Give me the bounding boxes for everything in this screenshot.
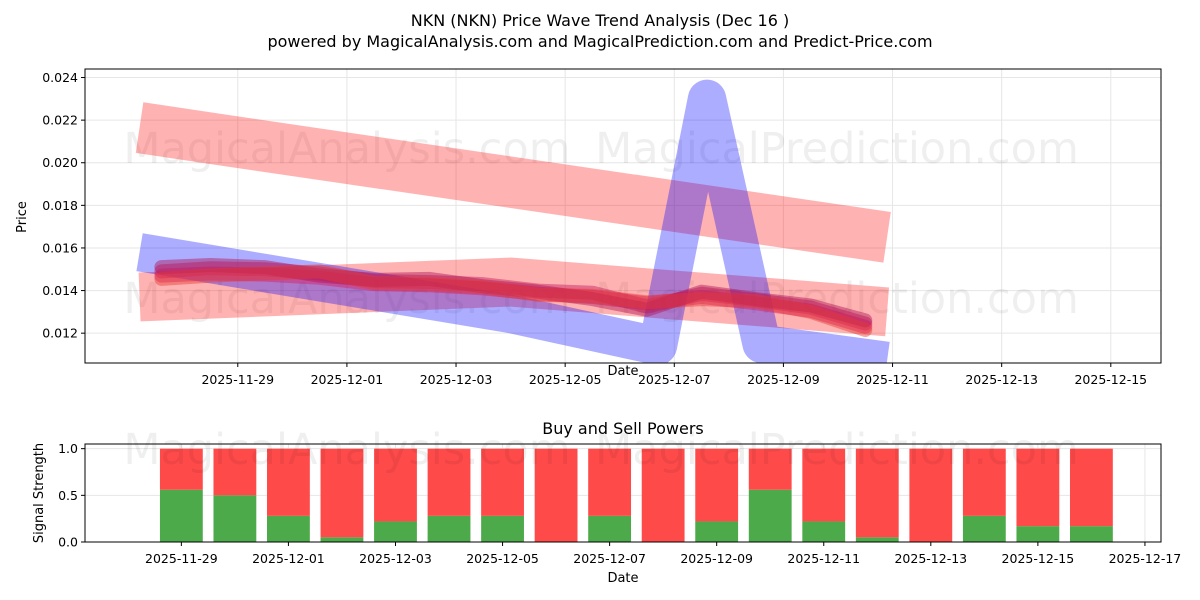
watermark-2: MagicalPrediction.com xyxy=(595,124,1079,174)
signal-x-tick-label: 2025-11-29 xyxy=(145,551,218,566)
price-y-axis-label: Price xyxy=(15,201,30,233)
sell-bar-2025-12-13 xyxy=(909,448,953,542)
watermark-4: MagicalPrediction.com xyxy=(595,274,1079,324)
price-x-tick-label: 2025-12-13 xyxy=(965,372,1038,387)
sell-bar-2025-12-10 xyxy=(748,448,792,490)
price-x-tick-label: 2025-12-09 xyxy=(747,372,820,387)
price-wave-line-4 xyxy=(154,264,873,337)
signal-y-axis-label: Signal Strength xyxy=(32,443,47,543)
price-x-tick-label: 2025-12-03 xyxy=(420,372,493,387)
sell-bar-2025-12-03 xyxy=(374,448,417,522)
signal-x-tick-label: 2025-12-09 xyxy=(680,551,753,566)
watermark-5: MagicalAnalysis.com xyxy=(123,425,570,475)
sell-bar-2025-11-30 xyxy=(213,448,257,496)
price-y-tick-label: 0.020 xyxy=(42,155,78,170)
buy-bar-2025-11-30 xyxy=(213,495,257,542)
sell-bar-2025-12-12 xyxy=(855,448,899,538)
price-bands xyxy=(135,79,891,363)
signal-x-tick-label: 2025-12-07 xyxy=(573,551,646,566)
signal-y-tick-label: 0.0 xyxy=(58,535,78,550)
price-x-tick-label: 2025-12-07 xyxy=(638,372,711,387)
buy-bar-2025-12-09 xyxy=(695,521,739,542)
price-y-tick-label: 0.024 xyxy=(42,70,78,85)
price-y-tick-label: 0.018 xyxy=(42,198,78,213)
main-chart-title: NKN (NKN) Price Wave Trend Analysis (Dec… xyxy=(411,11,790,30)
price-band-2 xyxy=(138,257,890,337)
watermark-6: MagicalPrediction.com xyxy=(595,425,1079,475)
price-y-tick-label: 0.012 xyxy=(42,326,78,341)
buy-bar-2025-12-12 xyxy=(855,537,899,542)
price-band-3 xyxy=(136,79,890,363)
price-plot-watermarks: MagicalAnalysis.com MagicalPrediction.co… xyxy=(123,124,1079,324)
buy-bar-2025-12-03 xyxy=(374,521,417,542)
watermark-1: MagicalAnalysis.com xyxy=(123,124,570,174)
buy-bar-2025-12-16 xyxy=(1069,526,1113,542)
signal-x-tick-label: 2025-12-01 xyxy=(252,551,325,566)
sell-bar-2025-12-04 xyxy=(427,448,471,516)
signal-y-tick-label: 0.5 xyxy=(58,488,78,503)
price-plot-frame xyxy=(84,68,1162,364)
sell-bar-2025-12-09 xyxy=(695,448,739,522)
buy-bar-2025-12-04 xyxy=(427,515,471,542)
sell-bar-2025-12-07 xyxy=(588,448,632,516)
price-x-tick-label: 2025-12-01 xyxy=(311,372,384,387)
buy-bar-2025-12-05 xyxy=(481,515,524,542)
price-plot-grid xyxy=(85,69,1161,363)
price-wave-line-2 xyxy=(154,266,873,334)
watermark-3: MagicalAnalysis.com xyxy=(123,274,570,324)
signal-x-tick-label: 2025-12-11 xyxy=(787,551,860,566)
signal-plot: Buy and Sell Powers MagicalAnalysis.com … xyxy=(32,419,1181,586)
sell-bar-2025-12-16 xyxy=(1069,448,1113,527)
sell-bar-2025-12-06 xyxy=(534,448,578,542)
sell-bar-2025-12-14 xyxy=(962,448,1006,516)
signal-plot-frame xyxy=(84,443,1162,543)
price-x-tick-label: 2025-12-15 xyxy=(1074,372,1147,387)
sell-bar-2025-12-08 xyxy=(641,448,685,542)
buy-bar-2025-12-02 xyxy=(320,537,364,542)
sell-bar-2025-12-11 xyxy=(802,448,846,522)
price-wave-line-1 xyxy=(154,261,873,331)
sell-bar-2025-12-05 xyxy=(481,448,524,516)
sell-bar-2025-12-15 xyxy=(1016,448,1060,527)
signal-plot-watermarks: MagicalAnalysis.com MagicalPrediction.co… xyxy=(123,425,1079,475)
main-chart-subtitle: powered by MagicalAnalysis.com and Magic… xyxy=(267,32,932,51)
price-y-tick-label: 0.014 xyxy=(42,283,78,298)
price-y-ticks: 0.012 0.014 0.016 0.018 0.020 0.022 0.024 xyxy=(42,70,85,341)
signal-x-tick-label: 2025-12-05 xyxy=(466,551,539,566)
buy-bar-2025-12-07 xyxy=(588,515,632,542)
price-x-tick-label: 2025-12-11 xyxy=(856,372,929,387)
signal-chart-title: Buy and Sell Powers xyxy=(542,419,704,438)
price-wave-line-3 xyxy=(154,258,873,328)
price-band-1 xyxy=(135,102,891,263)
buy-bar-2025-12-10 xyxy=(748,489,792,542)
signal-x-axis-label: Date xyxy=(607,571,638,586)
price-plot: MagicalAnalysis.com MagicalPrediction.co… xyxy=(15,68,1162,387)
sell-bar-2025-11-29 xyxy=(159,448,203,490)
price-x-tick-label: 2025-11-29 xyxy=(201,372,274,387)
buy-bar-2025-11-29 xyxy=(159,489,203,542)
price-x-tick-label: 2025-12-05 xyxy=(529,372,602,387)
signal-x-tick-label: 2025-12-03 xyxy=(359,551,432,566)
signal-x-tick-label: 2025-12-17 xyxy=(1109,551,1182,566)
signal-x-ticks: 2025-11-29 2025-12-01 2025-12-03 2025-12-05… xyxy=(145,542,1181,566)
price-x-ticks: 2025-11-29 2025-12-01 2025-12-03 2025-12-05… xyxy=(201,363,1147,387)
buy-bar-2025-12-15 xyxy=(1016,526,1060,542)
buy-bar-2025-12-01 xyxy=(267,515,310,542)
signal-y-tick-label: 1.0 xyxy=(58,441,78,456)
sell-bar-2025-12-01 xyxy=(267,448,310,516)
signal-y-ticks: 0.0 0.5 1.0 xyxy=(58,441,85,550)
signal-x-tick-label: 2025-12-15 xyxy=(1002,551,1075,566)
signal-bars xyxy=(159,448,1113,542)
price-x-axis-label: Date xyxy=(607,364,638,379)
price-y-tick-label: 0.016 xyxy=(42,240,78,255)
price-y-tick-label: 0.022 xyxy=(42,113,78,128)
buy-bar-2025-12-11 xyxy=(802,521,846,542)
signal-x-tick-label: 2025-12-13 xyxy=(894,551,967,566)
buy-bar-2025-12-14 xyxy=(962,515,1006,542)
sell-bar-2025-12-02 xyxy=(320,448,364,538)
price-wave-lines xyxy=(154,258,873,337)
